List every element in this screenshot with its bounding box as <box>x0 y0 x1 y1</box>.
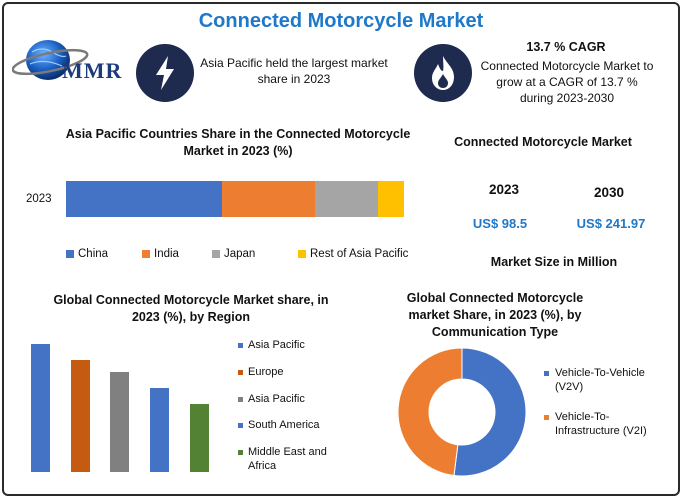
legend-swatch <box>544 371 549 376</box>
region-bar <box>190 404 209 472</box>
region-bar <box>150 388 169 472</box>
donut-chart <box>397 347 527 477</box>
stacked-segment-china <box>66 181 222 217</box>
year-2023: 2023 <box>488 182 520 197</box>
legend-label: Japan <box>224 248 256 260</box>
region-chart-title: Global Connected Motorcycle Market share… <box>53 293 329 324</box>
region-legend-label: Asia Pacific <box>248 393 305 405</box>
region-legend-label: Middle East and Africa <box>248 446 327 472</box>
region-bar <box>31 344 50 472</box>
donut-slice <box>397 347 463 477</box>
flame-icon <box>414 44 472 102</box>
stacked-segment-japan <box>314 181 378 217</box>
cagr-heading: 13.7 % CAGR <box>526 40 606 54</box>
highlight-text-1: Asia Pacific held the largest market sha… <box>200 56 388 86</box>
stacked-legend-item: Rest of Asia Pacific <box>298 248 408 260</box>
mmr-logo <box>11 36 128 92</box>
legend-swatch <box>238 397 243 402</box>
year-2030: 2030 <box>593 185 625 200</box>
stacked-legend-item: India <box>142 248 179 260</box>
lightning-icon <box>136 44 194 102</box>
stacked-segment-rest-of-asia-pacific <box>378 181 404 217</box>
globe-icon <box>11 40 89 80</box>
region-legend: Asia Pacific Europe Asia Pacific South Amer… <box>236 338 340 478</box>
region-legend-label: Asia Pacific <box>248 339 305 351</box>
region-legend-label: Europe <box>248 366 284 378</box>
stacked-segment-india <box>222 181 315 217</box>
highlight-text-2: Connected Motorcycle Market to grow at a… <box>480 59 654 105</box>
legend-label: Rest of Asia Pacific <box>310 248 409 260</box>
legend-swatch <box>238 343 243 348</box>
region-bar <box>71 360 90 472</box>
legend-label: India <box>154 248 179 260</box>
value-2030: US$ 241.97 <box>576 216 646 231</box>
stacked-bar <box>66 181 404 217</box>
legend-swatch <box>142 249 150 258</box>
market-size-title: Connected Motorcycle Market <box>454 135 632 149</box>
market-size-caption: Market Size in Million <box>490 255 618 269</box>
value-2023: US$ 98.5 <box>472 216 528 231</box>
region-legend-label: South America <box>248 419 320 431</box>
legend-label: China <box>78 248 109 260</box>
donut-legend-label: Vehicle-To-Vehicle (V2V) <box>555 367 645 393</box>
page-title: Connected Motorcycle Market <box>198 10 484 32</box>
legend-swatch <box>298 249 306 258</box>
logo-text: MMR <box>62 58 123 83</box>
donut-chart-title: Global Connected Motorcycle market Share… <box>406 291 584 339</box>
legend-swatch <box>238 450 243 455</box>
legend-swatch <box>238 423 243 428</box>
donut-slice <box>453 347 527 477</box>
stacked-chart-legend: China India Japan Rest of Asia Pacific <box>66 248 426 264</box>
legend-swatch <box>238 370 243 375</box>
legend-swatch <box>212 249 220 258</box>
region-bar <box>110 372 129 472</box>
legend-swatch <box>66 249 74 258</box>
stacked-legend-item: Japan <box>212 248 255 260</box>
donut-legend: Vehicle-To-Vehicle (V2V) Vehicle-To-Infra… <box>542 366 660 456</box>
stacked-chart-title: Asia Pacific Countries Share in the Conn… <box>65 127 411 158</box>
donut-legend-label: Vehicle-To-Infrastructure (V2I) <box>555 411 647 437</box>
region-bar-chart <box>24 340 224 474</box>
stacked-bar-category: 2023 <box>26 193 52 205</box>
stacked-legend-item: China <box>66 248 108 260</box>
legend-swatch <box>544 415 549 420</box>
